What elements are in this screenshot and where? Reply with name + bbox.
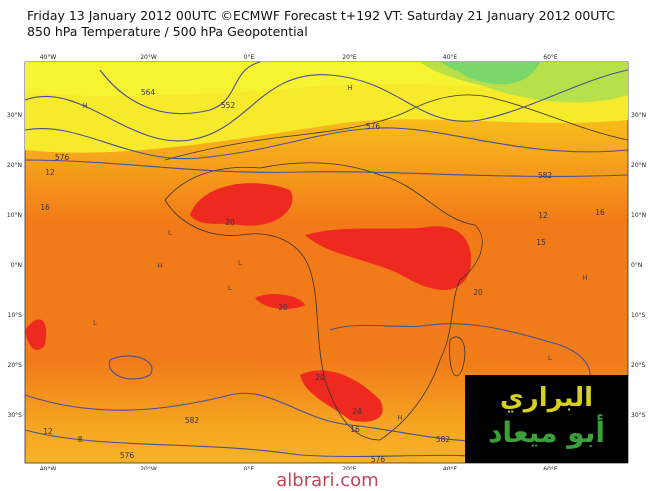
watermark-box: البراري أبو ميعاد <box>465 375 628 463</box>
lat-label: 30°N <box>7 112 22 119</box>
contour-label: 20 <box>473 288 483 297</box>
contour-label: 20 <box>225 218 235 227</box>
contour-label: 20 <box>278 303 288 312</box>
pressure-mark: H <box>82 102 87 110</box>
warm-zone <box>25 319 47 350</box>
contour-label: 582 <box>185 416 200 425</box>
contour-label: 582 <box>538 171 553 180</box>
contour-label: 12 <box>45 168 55 177</box>
contour-label: 8 <box>78 435 83 444</box>
cold-zone <box>440 62 540 85</box>
lon-label: 20°E <box>342 466 357 470</box>
watermark-line1: البراري <box>499 383 594 413</box>
contour-label: 576 <box>371 455 386 464</box>
lat-label: 20°N <box>631 162 646 169</box>
lat-label: 30°N <box>631 112 646 119</box>
africa-coast <box>164 162 483 441</box>
lat-label: 10°S <box>631 312 646 319</box>
lat-label: 30°S <box>8 412 23 419</box>
lon-label: 0°E <box>244 466 255 470</box>
lon-label: 20°W <box>140 466 157 470</box>
contour-label: 552 <box>221 101 236 110</box>
contour-label: 12 <box>43 427 53 436</box>
pressure-mark: L <box>93 319 97 327</box>
contour-label: 576 <box>366 122 381 131</box>
title: Friday 13 January 2012 00UTC ©ECMWF Fore… <box>27 8 616 23</box>
lon-label: 20°W <box>140 54 157 61</box>
lat-label: 10°S <box>8 312 23 319</box>
contour-label: 24 <box>352 407 362 416</box>
contour-label: 564 <box>141 88 156 97</box>
warm-zone <box>305 226 471 290</box>
lon-label: 60°E <box>543 466 558 470</box>
lon-label: 20°E <box>342 54 357 61</box>
lon-label: 40°W <box>40 466 57 470</box>
contour-label: 12 <box>538 211 548 220</box>
lat-label: 10°N <box>7 212 22 219</box>
subtitle: 850 hPa Temperature / 500 hPa Geopotenti… <box>27 24 308 39</box>
pressure-mark: H <box>157 262 162 270</box>
contour-label: 20 <box>315 373 325 382</box>
pressure-mark: L <box>228 284 232 292</box>
pressure-mark: H <box>347 84 352 92</box>
contour-label: 576 <box>120 451 135 460</box>
warm-zone <box>190 183 293 226</box>
contour-label: 16 <box>595 208 605 217</box>
lon-label: 40°E <box>443 54 458 61</box>
lon-label: 40°E <box>443 466 458 470</box>
lat-label: 20°N <box>7 162 22 169</box>
lon-label: 60°E <box>543 54 558 61</box>
contour-label: 16 <box>350 425 360 434</box>
lat-label: 20°S <box>8 362 23 369</box>
madagascar <box>449 336 466 377</box>
contours <box>24 61 629 461</box>
watermark-line2: أبو ميعاد <box>488 416 605 449</box>
coast <box>164 94 629 161</box>
contour-label: 15 <box>536 238 546 247</box>
pressure-mark: H <box>582 274 587 282</box>
lat-label: 0°N <box>631 262 642 269</box>
warm-zone <box>300 370 383 422</box>
lat-label: 30°S <box>631 412 646 419</box>
contour-label: 582 <box>436 435 451 444</box>
warm-zone <box>255 294 305 310</box>
pressure-mark: L <box>238 259 242 267</box>
lat-label: 20°S <box>631 362 646 369</box>
coastlines <box>164 94 629 441</box>
contour-label: 16 <box>40 203 50 212</box>
pressure-mark: L <box>548 354 552 362</box>
pressure-mark: L <box>168 229 172 237</box>
lon-label: 0°E <box>244 54 255 61</box>
lat-label: 10°N <box>631 212 646 219</box>
lat-label: 0°N <box>11 262 22 269</box>
contour-label: 576 <box>55 153 70 162</box>
pressure-mark: H <box>397 414 402 422</box>
footer: albrari.com <box>276 470 379 491</box>
lon-label: 40°W <box>40 54 57 61</box>
